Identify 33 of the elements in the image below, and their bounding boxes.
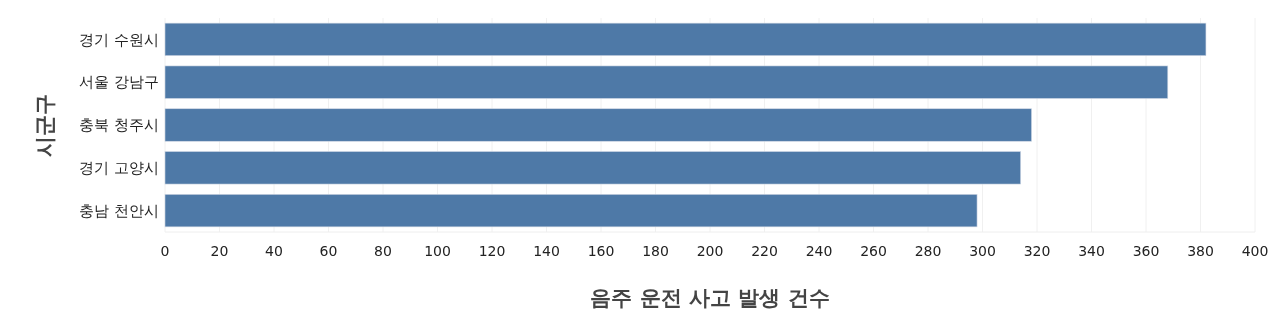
x-tick-label: 320 xyxy=(1023,243,1051,259)
x-tick-label: 340 xyxy=(1078,243,1105,259)
x-tick-label: 360 xyxy=(1132,243,1160,259)
x-tick-label: 40 xyxy=(265,243,283,259)
x-tick-label: 80 xyxy=(374,243,392,259)
x-axis-title: 음주 운전 사고 발생 건수 xyxy=(590,286,830,310)
x-tick-label: 220 xyxy=(751,243,778,259)
x-tick-label: 180 xyxy=(642,243,669,259)
bar xyxy=(164,65,1169,99)
x-tick-label: 0 xyxy=(160,243,170,259)
x-tick-label: 100 xyxy=(424,243,451,259)
y-tick-label: 충남 천안시 xyxy=(79,201,159,220)
x-tick-label: 120 xyxy=(478,243,506,259)
x-tick-label: 200 xyxy=(696,243,724,259)
x-tick-label: 60 xyxy=(319,243,338,259)
x-tick-label: 140 xyxy=(533,243,560,259)
x-tick-label: 20 xyxy=(210,243,229,259)
y-tick-label: 경기 고양시 xyxy=(79,159,159,178)
x-tick-label: 260 xyxy=(860,243,887,259)
x-tick-label: 400 xyxy=(1241,243,1269,259)
bar xyxy=(164,151,1021,185)
bar xyxy=(164,108,1032,142)
x-tick-label: 300 xyxy=(969,243,996,259)
bar xyxy=(164,194,978,228)
y-tick-label: 충북 청주시 xyxy=(79,116,159,135)
bar xyxy=(164,22,1207,56)
y-tick-label: 경기 수원시 xyxy=(79,30,159,49)
y-axis-title: 시군구 xyxy=(33,93,57,157)
x-tick-label: 160 xyxy=(587,243,615,259)
x-tick-label: 240 xyxy=(805,243,833,259)
x-tick-label: 380 xyxy=(1187,243,1214,259)
x-tick-label: 280 xyxy=(914,243,942,259)
y-tick-label: 서울 강남구 xyxy=(79,73,159,92)
